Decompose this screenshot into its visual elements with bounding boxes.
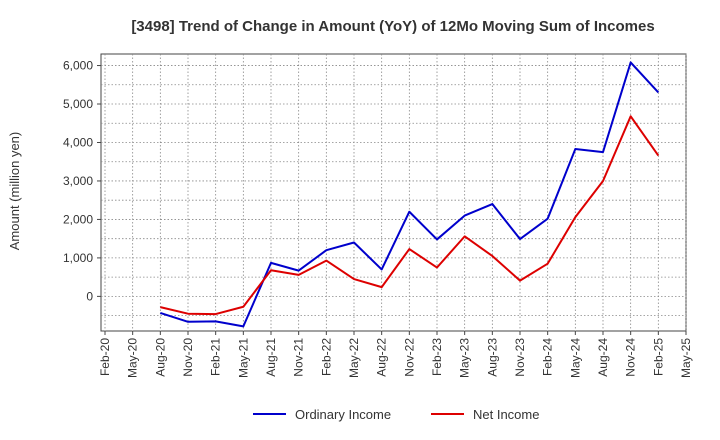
series-line-ordinary-income: [160, 61, 660, 328]
legend-item: Net Income: [431, 407, 539, 422]
x-tick-label: May-22: [347, 338, 361, 378]
x-tick-label: Nov-24: [624, 338, 638, 377]
legend-label: Ordinary Income: [295, 407, 391, 422]
legend: Ordinary Income Net Income: [253, 407, 539, 422]
x-tick-label: Aug-20: [153, 338, 167, 377]
x-tick-label: Aug-21: [264, 338, 278, 377]
legend-item: Ordinary Income: [253, 407, 391, 422]
chart-title: [3498] Trend of Change in Amount (YoY) o…: [131, 18, 654, 35]
x-axis: Feb-20 May-20 Aug-20 Nov-20 Feb-21 May-21 Aug-…: [98, 331, 693, 378]
y-tick-label: 0: [86, 289, 93, 303]
x-tick-label: Nov-22: [402, 338, 416, 377]
x-tick-label: May-21: [236, 338, 250, 378]
x-tick-label: Nov-20: [181, 338, 195, 377]
x-tick-label: May-23: [458, 338, 472, 378]
x-tick-label: May-20: [126, 338, 140, 378]
y-tick-label: 4,000: [63, 135, 93, 149]
x-tick-label: Feb-22: [319, 338, 333, 376]
plot-frame: [100, 53, 687, 332]
x-tick-label: Feb-23: [430, 338, 444, 376]
x-tick-label: Aug-23: [485, 338, 499, 377]
y-axis-label: Amount (million yen): [7, 132, 22, 251]
series-line-net-income: [160, 115, 660, 316]
legend-label: Net Income: [473, 407, 539, 422]
x-tick-label: Feb-20: [98, 338, 112, 376]
y-tick-label: 2,000: [63, 212, 93, 226]
y-tick-label: 6,000: [63, 59, 93, 73]
x-tick-label: Nov-23: [513, 338, 527, 377]
x-tick-label: May-25: [679, 338, 693, 378]
x-tick-label: Feb-24: [541, 338, 555, 376]
y-tick-label: 3,000: [63, 174, 93, 188]
plot-area: [100, 53, 687, 332]
x-tick-label: Feb-21: [209, 338, 223, 376]
series-lines: [160, 61, 660, 328]
x-tick-label: Aug-24: [596, 338, 610, 377]
y-tick-label: 1,000: [63, 251, 93, 265]
y-tick-label: 5,000: [63, 97, 93, 111]
x-tick-label: Nov-21: [292, 338, 306, 377]
x-tick-label: Feb-25: [651, 338, 665, 376]
x-tick-label: Aug-22: [375, 338, 389, 377]
x-tick-label: May-24: [568, 338, 582, 378]
y-axis: 0 1,000 2,000 3,000 4,000 5,000 6,000: [63, 59, 101, 303]
